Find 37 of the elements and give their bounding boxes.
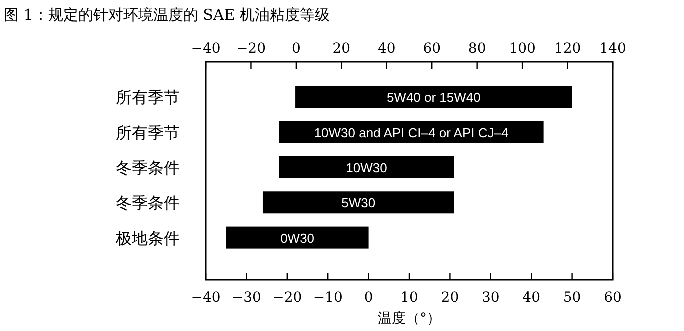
y-tick-label: 所有季节 (116, 123, 180, 142)
x-tick-label: 60 (604, 290, 622, 306)
bar (226, 226, 369, 249)
bar (279, 156, 454, 178)
x2-tick-label: 80 (468, 41, 486, 57)
y-tick-label: 所有季节 (116, 88, 180, 108)
x-tick-label: 20 (441, 290, 460, 306)
x-tick-label: −10 (313, 290, 343, 306)
x2-tick-label: −20 (236, 41, 266, 57)
x-tick-label: 40 (522, 290, 541, 306)
x-tick-label: −40 (191, 290, 221, 306)
x-tick-label: −30 (232, 290, 262, 306)
x2-tick-label: 60 (423, 41, 442, 57)
annotation: 0W30 (280, 230, 315, 246)
x2-tick-label: 40 (378, 41, 396, 57)
bar (262, 192, 454, 214)
annotation: 5W40 or 15W40 (386, 90, 481, 106)
y-tick-label: 极地条件 (115, 228, 180, 248)
x-tick-label: 50 (563, 290, 582, 306)
y-tick-label: 冬季条件 (116, 158, 180, 178)
x2-tick-label: 0 (292, 41, 301, 57)
bar (296, 86, 572, 108)
x-tick-label: 10 (400, 290, 418, 306)
x2-tick-label: 120 (554, 41, 582, 57)
y-tick-label: 冬季条件 (116, 194, 180, 213)
chart-title: 图 1：规定的针对环境温度的 SAE 机油粘度等级 (4, 6, 330, 24)
x-tick-label: −20 (272, 290, 302, 306)
annotation: 5W30 (342, 196, 376, 211)
x-axis-title: 温度（°） (378, 311, 441, 327)
x-tick-label: 30 (482, 290, 500, 306)
annotation: 10W30 and API CI–4 or API CJ–4 (314, 125, 509, 140)
annotation: 10W30 (346, 160, 388, 176)
x2-tick-label: 100 (509, 41, 536, 57)
x2-tick-label: 20 (332, 41, 351, 57)
x-tick-label: 0 (364, 290, 374, 306)
x2-tick-label: −40 (191, 41, 221, 57)
x2-tick-label: 140 (600, 41, 626, 57)
